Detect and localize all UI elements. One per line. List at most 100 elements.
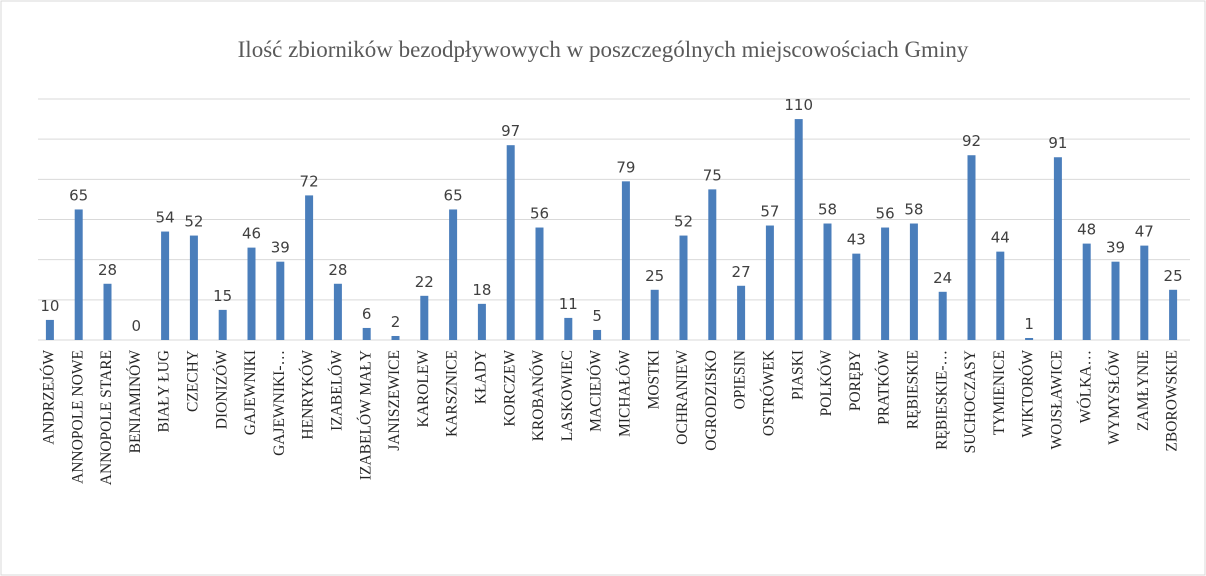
bar [74,209,83,340]
bar [305,195,314,340]
x-tick-label: OSTRÓWEK [760,349,777,436]
x-tick-label: JANISZEWICE [386,350,403,451]
bar [823,223,832,340]
bar [45,319,54,340]
bar [881,227,890,340]
bar [593,329,602,340]
bar [794,119,803,340]
value-label: 110 [784,96,813,114]
value-label: 56 [530,205,549,223]
chart-title: Ilość zbiorników bezodpływowych w poszcz… [238,37,969,62]
x-tick-label: BENIAMINÓW [127,350,144,454]
x-tick-label: KAROLEW [415,350,432,428]
value-label: 58 [904,201,923,219]
x-tick-label: KŁADY [472,350,489,404]
bar [1082,243,1091,340]
value-label: 6 [362,305,372,323]
x-tick-label: MACIEJÓW [588,350,605,432]
bar [189,235,198,340]
bar [103,283,112,340]
bar [1111,261,1120,340]
bar [1025,337,1034,340]
value-label: 65 [444,186,463,204]
x-tick-label: TYMIENICE [991,350,1008,435]
bar [1169,289,1178,340]
bar [218,309,227,340]
x-tick-label: LASKOWIEC [559,350,576,441]
value-label: 47 [1135,223,1154,241]
value-label: 15 [213,287,232,305]
x-tick-label: WYMYSŁÓW [1106,350,1123,445]
bar [650,289,659,340]
value-label: 92 [962,132,981,150]
bar [621,181,630,340]
bar [1053,157,1062,340]
value-label: 24 [933,269,952,287]
bar [420,295,429,340]
bar [362,327,371,340]
x-tick-label: POLKÓW [818,350,835,417]
bar [564,317,573,340]
x-tick-label: ZBOROWSKIE [1164,350,1181,452]
x-tick-label: PRATKÓW [876,350,893,425]
bar [391,335,400,340]
x-tick-label: OPIESIN [732,350,749,409]
value-label: 52 [674,213,693,231]
bar [737,285,746,340]
x-tick-label: KORCZEW [501,350,518,427]
value-label: 97 [501,122,520,140]
value-label: 75 [703,166,722,184]
x-tick-label: MICHAŁÓW [616,350,633,437]
x-tick-label: DIONIZÓW [213,350,230,430]
bar [1140,245,1149,340]
value-label: 43 [847,231,866,249]
x-tick-label: PIASKI [789,350,806,400]
value-label: 28 [328,261,347,279]
value-label: 79 [616,158,635,176]
x-tick-label: ANNOPOLE NOWE [69,350,86,484]
value-label: 91 [1048,134,1067,152]
x-tick-label: SUCHOCZASY [962,350,979,453]
bar [449,209,458,340]
value-label: 28 [98,261,117,279]
bar [909,223,918,340]
bar [852,253,861,340]
x-tick-label: RĘBIESKIE-… [933,350,950,450]
value-label: 2 [391,313,401,331]
value-label: 54 [156,209,175,227]
x-tick-label: ANNOPOLE STARE [98,350,115,485]
x-tick-label: OCHRANIEW [674,350,691,445]
x-tick-label: ANDRZEJÓW [40,350,57,445]
value-label: 25 [1164,267,1183,285]
x-tick-label: WIKTORÓW [1020,350,1037,438]
bar [708,189,717,340]
value-label: 39 [271,239,290,257]
value-label: 10 [40,297,59,315]
x-tick-label: CZECHY [184,350,201,412]
x-tick-label: PORĘBY [847,350,864,411]
x-tick-label: OGRODZISKO [703,350,720,451]
bar [333,283,342,340]
x-tick-label: IZABELÓW MAŁY [357,350,374,480]
bar [938,291,947,340]
x-tick-label: WOJSŁAWICE [1048,350,1065,450]
value-label: 27 [732,263,751,281]
value-label: 52 [184,213,203,231]
x-tick-label: GAJEWNIKI-… [271,350,288,456]
x-tick-label: KROBANÓW [530,350,547,442]
bar [679,235,688,340]
x-tick-label: RĘBIESKIE [904,350,921,429]
x-tick-label: ZAMŁYNIE [1135,350,1152,431]
bar [276,261,285,340]
value-label: 72 [300,172,319,190]
bar [996,251,1005,340]
bar [506,145,515,340]
value-label: 48 [1077,221,1096,239]
bar [967,155,976,340]
bar [161,231,170,340]
value-label: 18 [472,281,491,299]
value-label: 39 [1106,239,1125,257]
x-tick-label: MOSTKI [645,350,662,409]
